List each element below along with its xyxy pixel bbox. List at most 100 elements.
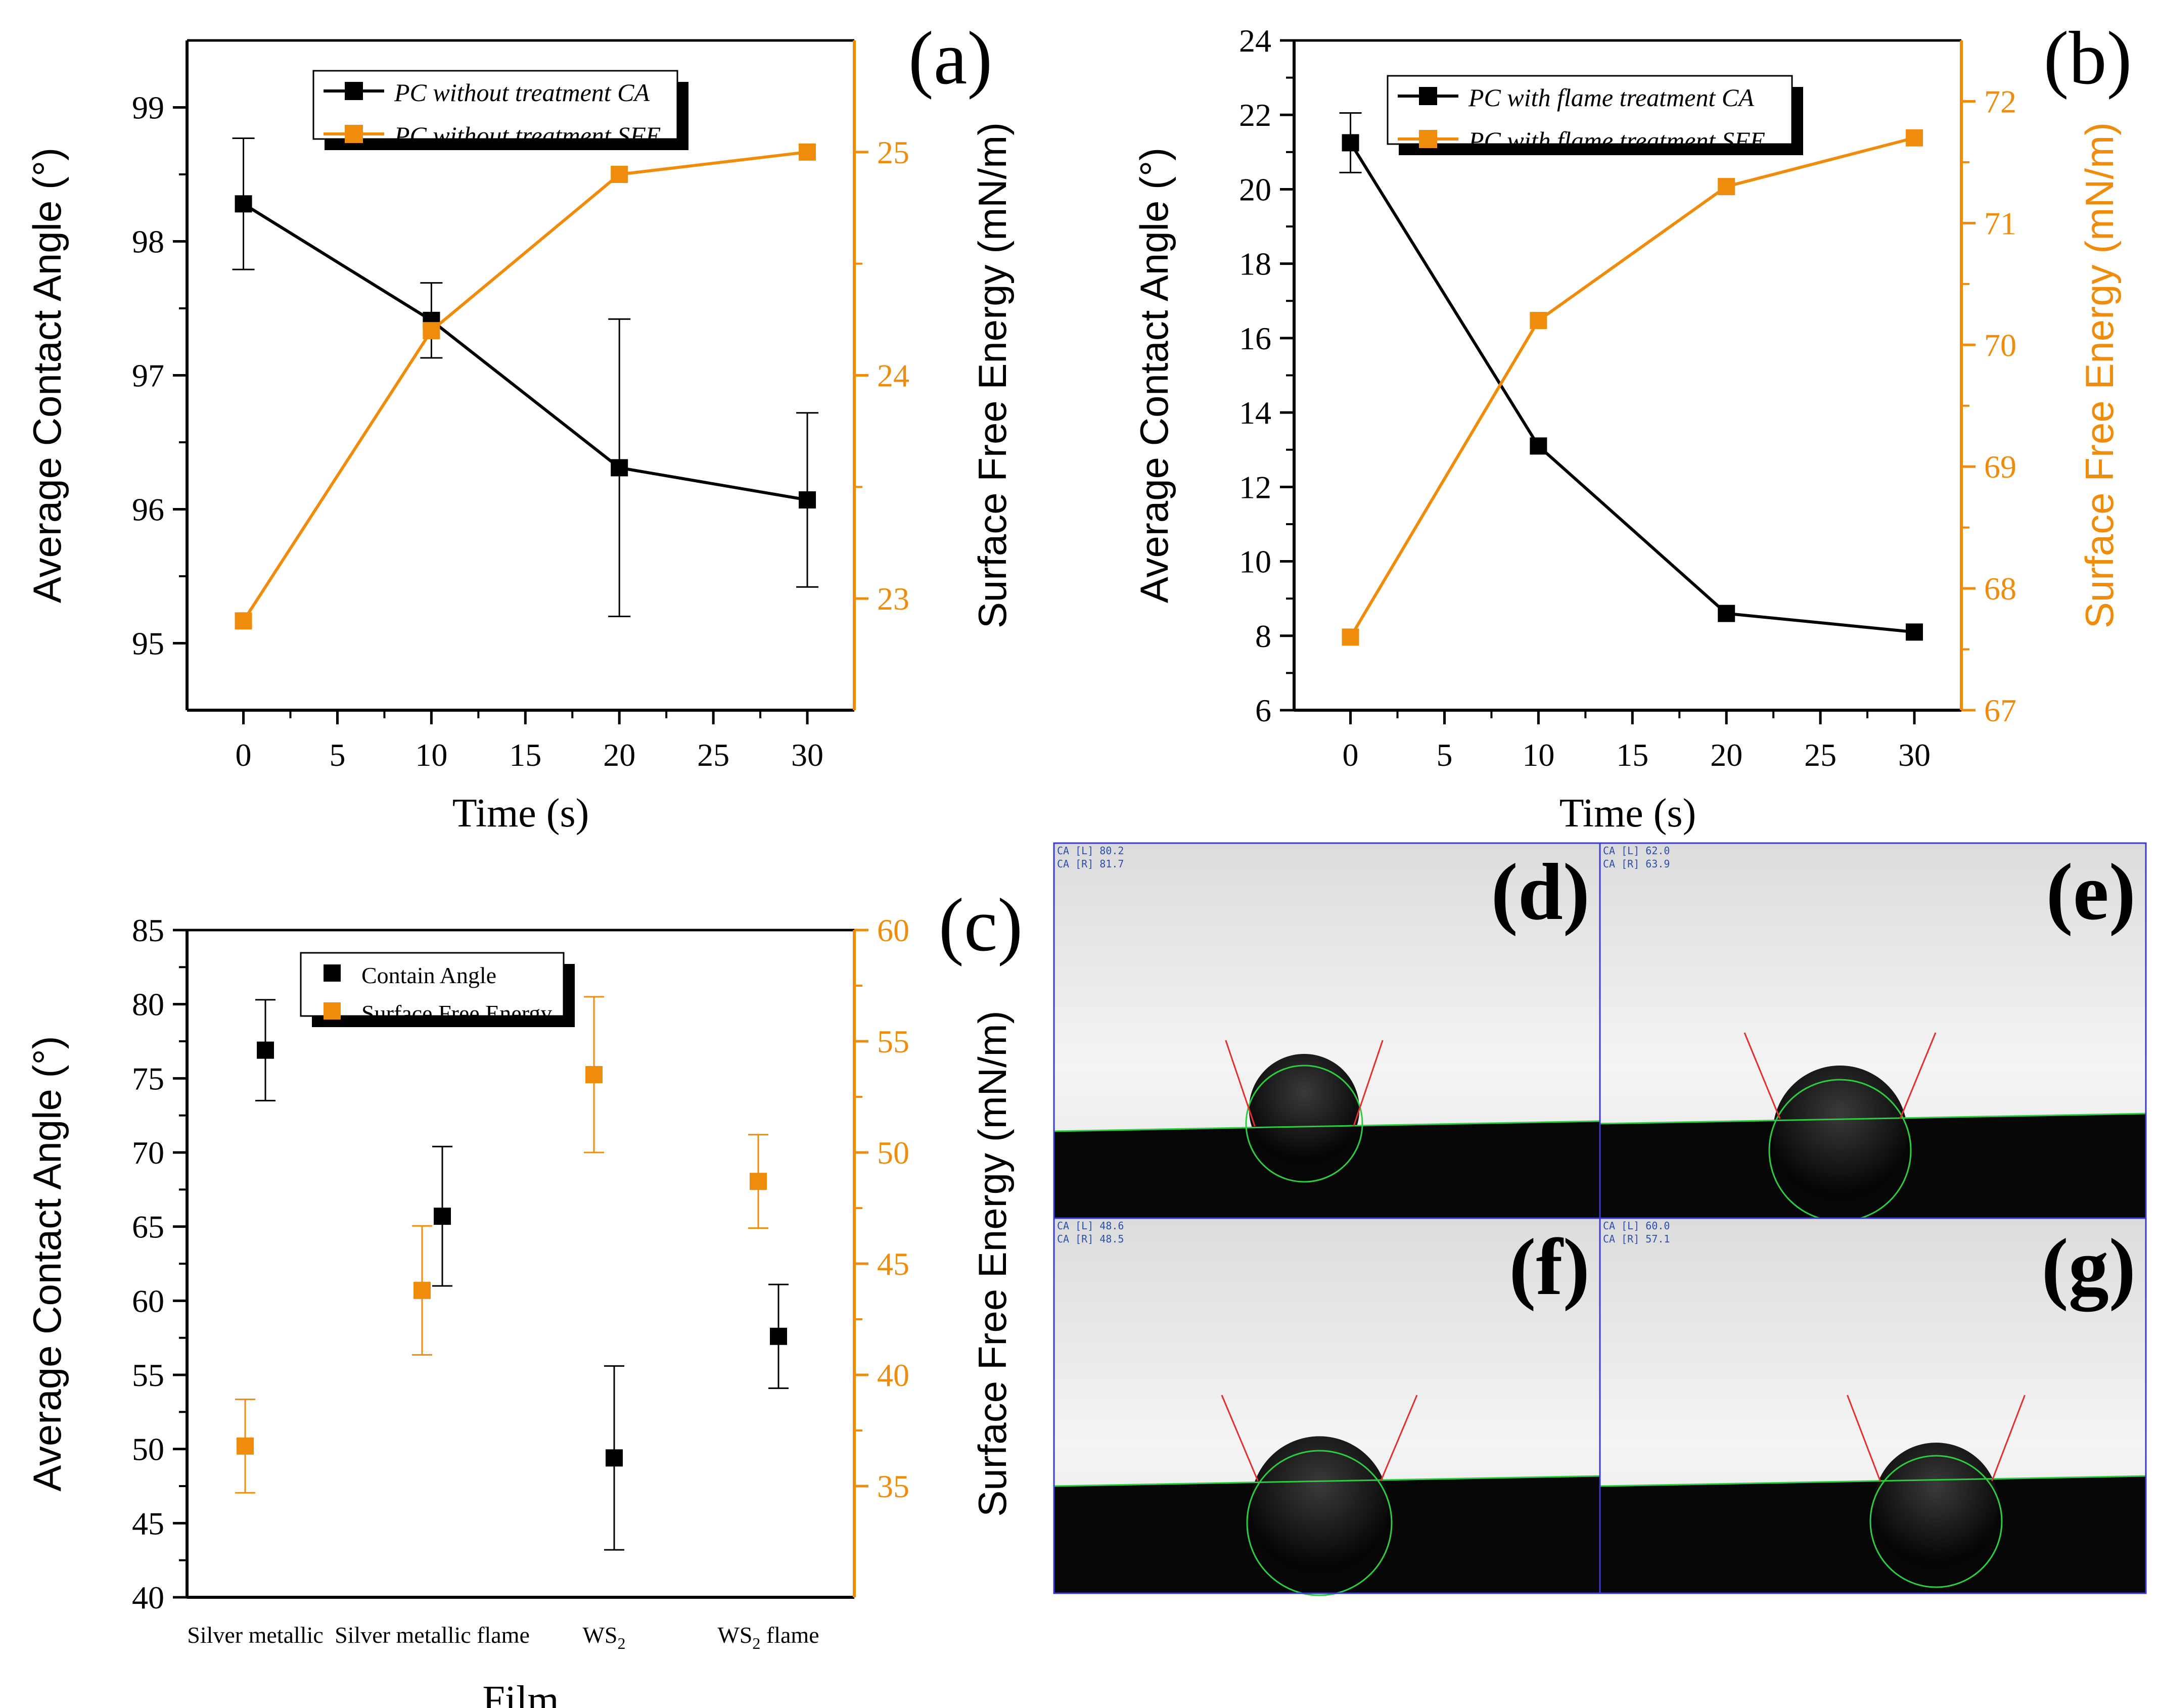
fit-circle xyxy=(1246,1450,1393,1596)
y2-tick-label: 71 xyxy=(1984,205,2016,241)
tangent-right xyxy=(1899,1032,1937,1119)
data-point xyxy=(611,459,628,477)
x-axis-title: Time (s) xyxy=(1559,791,1696,836)
tangent-left xyxy=(1221,1395,1259,1482)
photo-e: CA [L] 62.0CA [R] 63.9 (e) xyxy=(1599,842,2147,1222)
y-tick-label: 98 xyxy=(132,224,164,260)
y-tick-label: 99 xyxy=(132,90,164,126)
x-tick-label: 20 xyxy=(603,737,635,773)
y-tick-label: 18 xyxy=(1239,246,1271,282)
panel-label-c: (c) xyxy=(939,883,1023,967)
y2-tick-label: 23 xyxy=(877,581,909,617)
panel-label-g: (g) xyxy=(2041,1222,2136,1312)
x-tick-label: 30 xyxy=(1898,737,1931,773)
legend-marker xyxy=(345,125,363,143)
legend-label: Contain Angle xyxy=(361,962,496,988)
x-tick-label: 10 xyxy=(1522,737,1554,773)
baseline xyxy=(1053,1120,1600,1132)
tangent-right xyxy=(1380,1395,1418,1482)
panel-label-f: (f) xyxy=(1509,1222,1590,1312)
droplet xyxy=(1773,1066,1907,1200)
y-tick-label: 16 xyxy=(1239,320,1271,356)
legend-label: PC with flame treatment CA xyxy=(1468,83,1754,112)
y-tick-label: 24 xyxy=(1239,23,1271,59)
panel-label-a: (a) xyxy=(908,16,992,100)
data-point xyxy=(799,143,816,161)
y-tick-label: 65 xyxy=(132,1209,164,1245)
y-tick-label: 45 xyxy=(132,1505,164,1541)
y-tick-label: 95 xyxy=(132,626,164,662)
category-label: WS2 flame xyxy=(717,1622,819,1652)
x-tick-label: 5 xyxy=(1436,737,1452,773)
x-tick-label: 0 xyxy=(1343,737,1359,773)
droplet xyxy=(1873,1443,1999,1567)
legend-marker xyxy=(324,1002,341,1020)
tangent-left xyxy=(1225,1040,1256,1127)
photo-d: CA [L] 80.2CA [R] 81.7 (d) xyxy=(1053,842,1601,1219)
tangent-left xyxy=(1743,1032,1781,1119)
y2-axis-title: Surface Free Energy (mN/m) xyxy=(970,122,1015,628)
category-label: Silver metallic flame xyxy=(335,1622,530,1648)
y2-tick-label: 70 xyxy=(1984,327,2016,363)
legend-box xyxy=(1387,75,1793,145)
panel-label-b: (b) xyxy=(2044,16,2132,100)
y-tick-label: 8 xyxy=(1255,618,1271,654)
legend-marker xyxy=(1419,130,1437,148)
fit-circle xyxy=(1869,1455,2003,1588)
chart-a: 95 96 97 98 99 23 24 25 Average Contact Angle (°… xyxy=(25,39,1015,836)
ca-readout: CA [L] 80.2 xyxy=(1057,845,1124,857)
data-point xyxy=(1530,312,1547,330)
ca-readout: CA [R] 81.7 xyxy=(1057,858,1124,870)
x-axis-title: Time (s) xyxy=(452,791,589,836)
data-point xyxy=(770,1327,787,1345)
panel-label-d: (d) xyxy=(1491,847,1590,937)
ca-readout: CA [R] 48.5 xyxy=(1057,1233,1124,1245)
y-tick-label: 6 xyxy=(1255,693,1271,728)
droplet xyxy=(1249,1054,1360,1165)
y-tick-label: 20 xyxy=(1239,171,1271,207)
y2-tick-label: 68 xyxy=(1984,571,2016,607)
y-tick-label: 12 xyxy=(1239,469,1271,505)
data-point xyxy=(257,1041,274,1059)
y2-tick-label: 25 xyxy=(877,134,909,170)
x-tick-label: 15 xyxy=(1616,737,1648,773)
legend-label: PC without treatment CA xyxy=(394,78,650,107)
y2-tick-label: 60 xyxy=(877,912,909,948)
series-line-1 xyxy=(242,150,808,622)
y2-axis-title: Surface Free Energy (mN/m) xyxy=(970,1010,1015,1516)
data-point xyxy=(1342,134,1359,152)
baseline xyxy=(1599,1475,2146,1487)
x-tick-label: 20 xyxy=(1710,737,1742,773)
category-label: Silver metallic xyxy=(187,1622,324,1648)
ca-readout: CA [L] 62.0 xyxy=(1603,845,1670,857)
tangent-right xyxy=(1353,1040,1384,1127)
y2-tick-label: 40 xyxy=(877,1357,909,1393)
substrate xyxy=(1054,1121,1600,1218)
y-tick-label: 85 xyxy=(132,912,164,948)
series-line-1 xyxy=(1349,136,1915,638)
x-tick-label: 10 xyxy=(415,737,447,773)
data-point xyxy=(1906,623,1923,641)
data-point xyxy=(750,1173,767,1190)
y-tick-label: 14 xyxy=(1239,395,1271,431)
series-line-0 xyxy=(1349,142,1915,634)
x-tick-label: 0 xyxy=(236,737,252,773)
legend-marker xyxy=(1419,87,1437,105)
legend-box xyxy=(312,70,678,140)
x-axis-title: Film xyxy=(482,1678,559,1708)
y-tick-label: 60 xyxy=(132,1283,164,1319)
data-point xyxy=(1342,628,1359,646)
y-tick-label: 22 xyxy=(1239,97,1271,133)
legend-label: PC without treatment SFE xyxy=(394,121,661,150)
baseline xyxy=(1053,1475,1600,1487)
data-point xyxy=(414,1281,431,1299)
data-point xyxy=(1906,129,1923,147)
photo-frame xyxy=(1599,1217,2147,1594)
category-label: WS2 xyxy=(583,1622,626,1652)
series-line-0 xyxy=(242,202,808,501)
y2-tick-label: 24 xyxy=(877,358,909,394)
data-point xyxy=(235,195,252,213)
y2-tick-label: 50 xyxy=(877,1135,909,1171)
y2-tick-label: 67 xyxy=(1984,693,2016,728)
